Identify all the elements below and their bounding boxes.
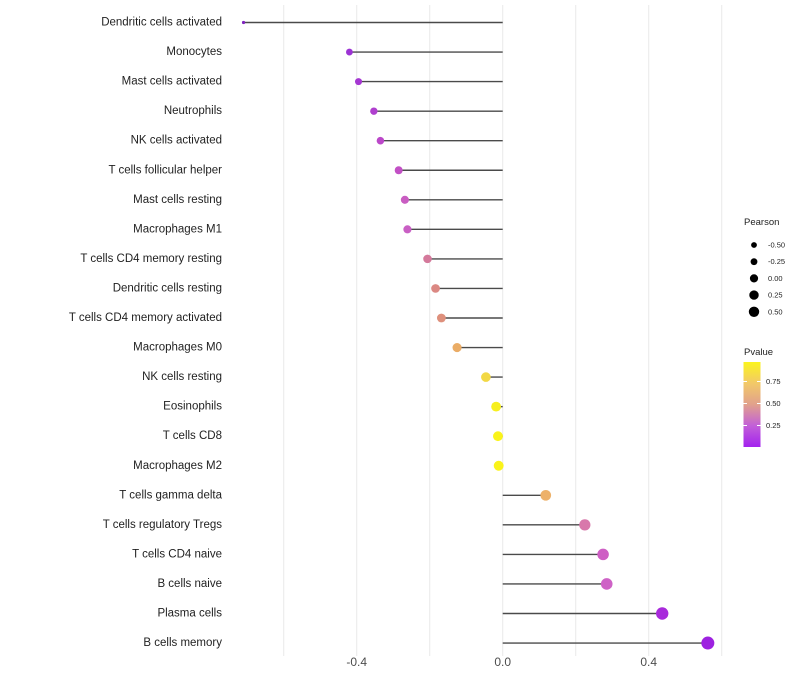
- lollipop-dot: [579, 519, 591, 531]
- category-label: T cells follicular helper: [108, 164, 222, 176]
- category-label: NK cells activated: [131, 135, 222, 147]
- x-tick-label: -0.4: [346, 655, 367, 669]
- category-label: Monocytes: [166, 46, 222, 58]
- category-label: Mast cells activated: [122, 76, 222, 88]
- lollipop-dot: [423, 254, 432, 264]
- category-label: Macrophages M0: [133, 342, 222, 354]
- size-legend-title: Pearson: [744, 217, 779, 228]
- lollipop-dot: [394, 166, 403, 175]
- category-label: T cells CD8: [163, 430, 222, 442]
- lollipop-dot: [701, 636, 715, 650]
- lollipop-dot: [403, 225, 412, 234]
- size-legend-dot: [749, 274, 759, 283]
- lollipop-dot: [436, 313, 446, 323]
- category-label: Macrophages M1: [133, 223, 222, 235]
- category-label: Neutrophils: [164, 105, 222, 117]
- lollipop-dot: [345, 48, 353, 56]
- category-label: Plasma cells: [157, 608, 222, 620]
- lollipop-dot: [400, 195, 409, 204]
- lollipop-dot: [600, 578, 613, 590]
- category-label: T cells gamma delta: [119, 489, 222, 501]
- lollipop-dot: [431, 284, 440, 293]
- x-tick-label: 0.0: [494, 655, 511, 669]
- lollipop-dot: [493, 431, 503, 442]
- lollipop-dot: [241, 20, 246, 25]
- size-legend-label: 0.50: [768, 307, 783, 316]
- lollipop-dot: [493, 460, 504, 471]
- lollipop-dot: [452, 342, 462, 353]
- category-label: Dendritic cells activated: [101, 17, 222, 29]
- color-legend-gradient-bar: [743, 362, 761, 447]
- category-label: Dendritic cells resting: [113, 282, 222, 294]
- category-label: T cells CD4 naive: [132, 548, 222, 560]
- category-label: Mast cells resting: [133, 194, 222, 206]
- category-label: Macrophages M2: [133, 460, 222, 472]
- color-legend-label: 0.50: [766, 399, 781, 408]
- category-label: T cells regulatory Tregs: [103, 519, 223, 531]
- category-label: B cells naive: [157, 578, 222, 590]
- lollipop-dot: [355, 78, 363, 86]
- size-legend-label: 0.00: [768, 274, 783, 283]
- lollipop-dot: [597, 548, 609, 561]
- category-label: T cells CD4 memory resting: [80, 253, 222, 265]
- category-label: T cells CD4 memory activated: [69, 312, 222, 324]
- lollipop-dot: [491, 401, 502, 412]
- lollipop-dot: [370, 107, 378, 115]
- color-legend-label: 0.25: [766, 421, 781, 430]
- lollipop-dot: [656, 607, 669, 620]
- color-legend-label: 0.75: [766, 377, 781, 386]
- category-label: B cells memory: [143, 637, 222, 649]
- lollipop-dot: [540, 489, 552, 501]
- lollipop-dot: [481, 372, 491, 382]
- size-legend-label: -0.25: [768, 257, 785, 266]
- size-legend-label: 0.25: [768, 291, 783, 300]
- color-legend-title: Pvalue: [744, 347, 773, 358]
- category-label: Eosinophils: [163, 401, 222, 413]
- size-legend-dot: [749, 290, 759, 300]
- x-tick-label: 0.4: [640, 655, 657, 669]
- lollipop-dot: [376, 136, 385, 145]
- size-legend-dot: [748, 306, 760, 317]
- category-label: NK cells resting: [142, 371, 222, 383]
- size-legend-dot: [751, 242, 757, 248]
- size-legend-label: -0.50: [768, 241, 785, 250]
- size-legend-dot: [750, 258, 758, 266]
